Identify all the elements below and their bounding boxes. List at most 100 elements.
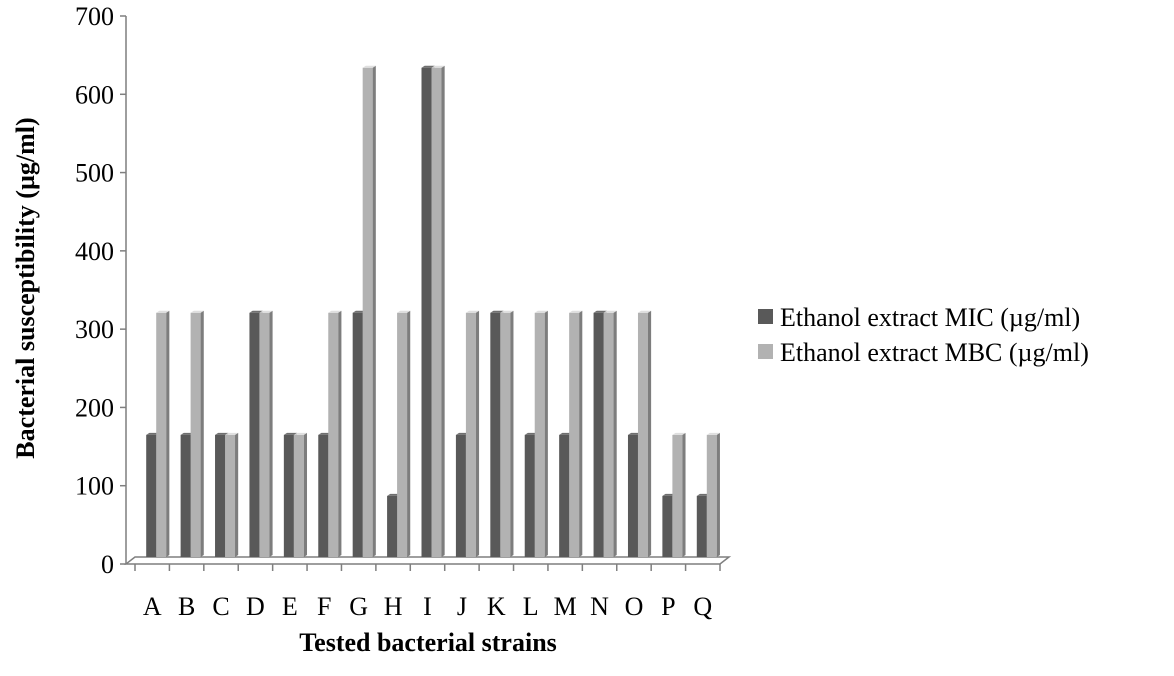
legend: Ethanol extract MIC (µg/ml) Ethanol extra…: [758, 303, 1089, 367]
bar-top: [637, 310, 652, 313]
y-tick-label: 400: [75, 237, 114, 266]
legend-label: Ethanol extract MBC (µg/ml): [780, 338, 1089, 367]
bar-front: [593, 312, 604, 557]
x-tick-label: M: [554, 592, 577, 621]
chart-floor: [123, 556, 732, 565]
bar-I-mbc: [431, 65, 445, 557]
bar-top: [500, 310, 514, 313]
bar-G-mbc: [362, 65, 376, 557]
bar-side: [544, 310, 548, 557]
bar-front: [249, 312, 260, 557]
bar-top: [431, 65, 445, 68]
bar-front: [259, 312, 270, 557]
bar-front: [431, 67, 442, 557]
legend-swatch: [758, 309, 773, 324]
legend-swatch: [758, 344, 773, 359]
bar-top: [421, 65, 435, 68]
x-tick-label: C: [212, 592, 229, 621]
bar-side: [682, 432, 686, 557]
bar-top: [455, 432, 470, 435]
x-tick-label: O: [625, 592, 644, 621]
y-tick-label: 700: [75, 2, 114, 31]
bar-M-mbc: [569, 310, 583, 557]
bar-top: [249, 310, 263, 313]
bar-front: [190, 312, 201, 557]
bar-side: [269, 310, 273, 557]
y-tick-label: 200: [75, 393, 114, 422]
bar-P-mbc: [672, 432, 686, 557]
bar-top: [190, 310, 204, 313]
bar-top: [696, 493, 710, 496]
bar-Q-mbc: [706, 432, 720, 557]
x-tick-label: E: [282, 592, 298, 621]
bar-top: [593, 310, 607, 313]
x-tick-label: G: [349, 592, 368, 621]
bar-top: [362, 65, 376, 68]
bar-front: [180, 434, 191, 557]
bar-top: [180, 432, 194, 435]
bar-top: [465, 310, 480, 313]
bar-top: [490, 310, 504, 313]
bar-side: [407, 310, 411, 557]
bar-C-mbc: [225, 432, 239, 557]
bar-side: [579, 310, 583, 557]
bar-side: [510, 310, 514, 557]
bar-front: [696, 495, 707, 557]
bar-top: [146, 432, 160, 435]
bar-front: [328, 312, 339, 557]
bar-D-mbc: [259, 310, 273, 557]
bar-side: [303, 432, 308, 557]
bar-front: [146, 434, 157, 557]
bar-front: [706, 434, 717, 557]
bars: [146, 65, 720, 557]
bar-side: [613, 310, 617, 557]
bar-K-mbc: [500, 310, 514, 557]
bar-front: [569, 312, 580, 557]
y-tick-label: 0: [101, 550, 114, 579]
bar-N-mbc: [603, 310, 617, 557]
bar-front: [637, 312, 648, 557]
y-axis: 0 100 200 300 400 500 600 700: [75, 2, 127, 579]
bar-front: [156, 312, 167, 557]
bar-top: [318, 432, 332, 435]
x-tick-label: K: [487, 592, 506, 621]
bar-top: [569, 310, 583, 313]
bar-side: [647, 310, 652, 557]
bar-top: [293, 432, 308, 435]
bar-front: [662, 495, 673, 557]
x-tick-label: N: [590, 592, 609, 621]
bar-J-mbc: [465, 310, 480, 557]
bar-top: [283, 432, 298, 435]
y-tick-label: 300: [75, 315, 114, 344]
bar-side: [338, 310, 342, 557]
bar-top: [215, 432, 229, 435]
bar-side: [372, 65, 376, 557]
bar-top: [627, 432, 642, 435]
x-tick-label: I: [423, 592, 432, 621]
bar-A-mbc: [156, 310, 170, 557]
bar-top: [328, 310, 342, 313]
y-tick-label: 100: [75, 472, 114, 501]
x-tick-label: L: [523, 592, 539, 621]
bar-side: [716, 432, 720, 557]
x-tick-label: Q: [693, 592, 712, 621]
bar-side: [235, 432, 239, 557]
bar-front: [362, 67, 373, 557]
y-tick-label: 600: [75, 80, 114, 109]
bar-top: [662, 493, 676, 496]
x-tick-label: P: [661, 592, 675, 621]
y-axis-title: Bacterial susceptibility (µg/ml): [11, 117, 40, 458]
bar-front: [455, 434, 466, 557]
bar-front: [465, 312, 476, 557]
bar-front: [627, 434, 638, 557]
bar-E-mbc: [293, 432, 308, 557]
bar-front: [490, 312, 501, 557]
x-tick-label: B: [178, 592, 195, 621]
bar-top: [397, 310, 411, 313]
bar-front: [672, 434, 683, 557]
bar-front: [534, 312, 545, 557]
bar-top: [672, 432, 686, 435]
bar-front: [421, 67, 432, 557]
